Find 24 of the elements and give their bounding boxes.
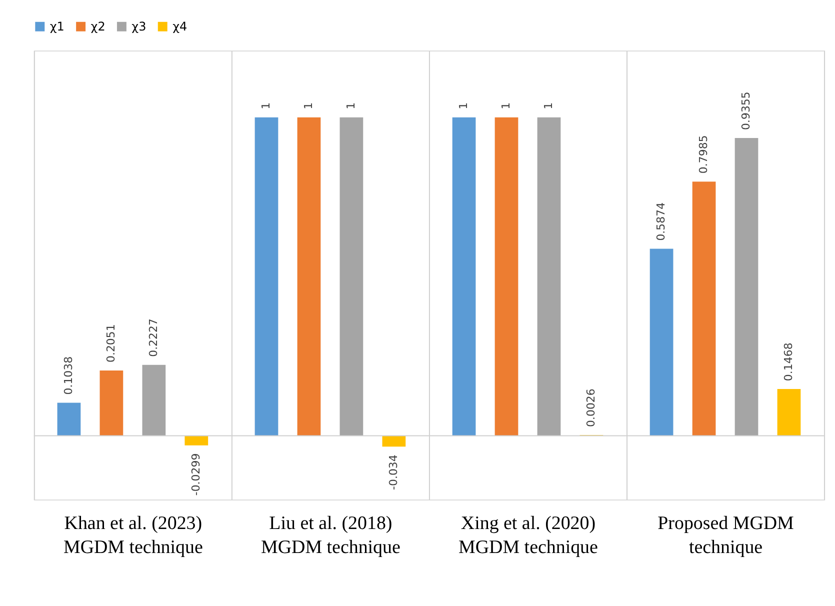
data-label: 1 <box>259 102 272 110</box>
legend-label: χ3 <box>132 20 146 34</box>
data-label: 0.1038 <box>62 356 75 395</box>
x-tick-label: Liu et al. (2018) MGDM technique <box>261 512 400 558</box>
data-label: 0.0026 <box>584 388 598 427</box>
data-label: 1 <box>542 102 555 110</box>
data-label: 0.1468 <box>782 342 795 382</box>
data-label: -0.0299 <box>189 453 202 496</box>
legend-label: χ1 <box>50 20 64 34</box>
data-label: 1 <box>499 102 512 110</box>
data-label: 0.2227 <box>146 318 160 357</box>
data-label: -0.034 <box>386 454 400 490</box>
data-label: 0.7985 <box>697 135 710 174</box>
data-label: 0.9355 <box>739 92 752 130</box>
legend-label: χ2 <box>90 20 106 34</box>
x-tick-label: Proposed MGDM technique <box>658 512 794 558</box>
legend-label: χ4 <box>172 20 188 34</box>
data-label: 1 <box>457 102 470 110</box>
data-label: 0.2051 <box>104 324 118 363</box>
data-label: 0.5874 <box>654 202 668 241</box>
x-tick-label: Xing et al. (2020) MGDM technique <box>458 512 598 558</box>
data-label: 1 <box>302 102 315 110</box>
data-label: 1 <box>344 102 358 110</box>
x-tick-label: Khan et al. (2023) MGDM technique <box>63 512 203 558</box>
